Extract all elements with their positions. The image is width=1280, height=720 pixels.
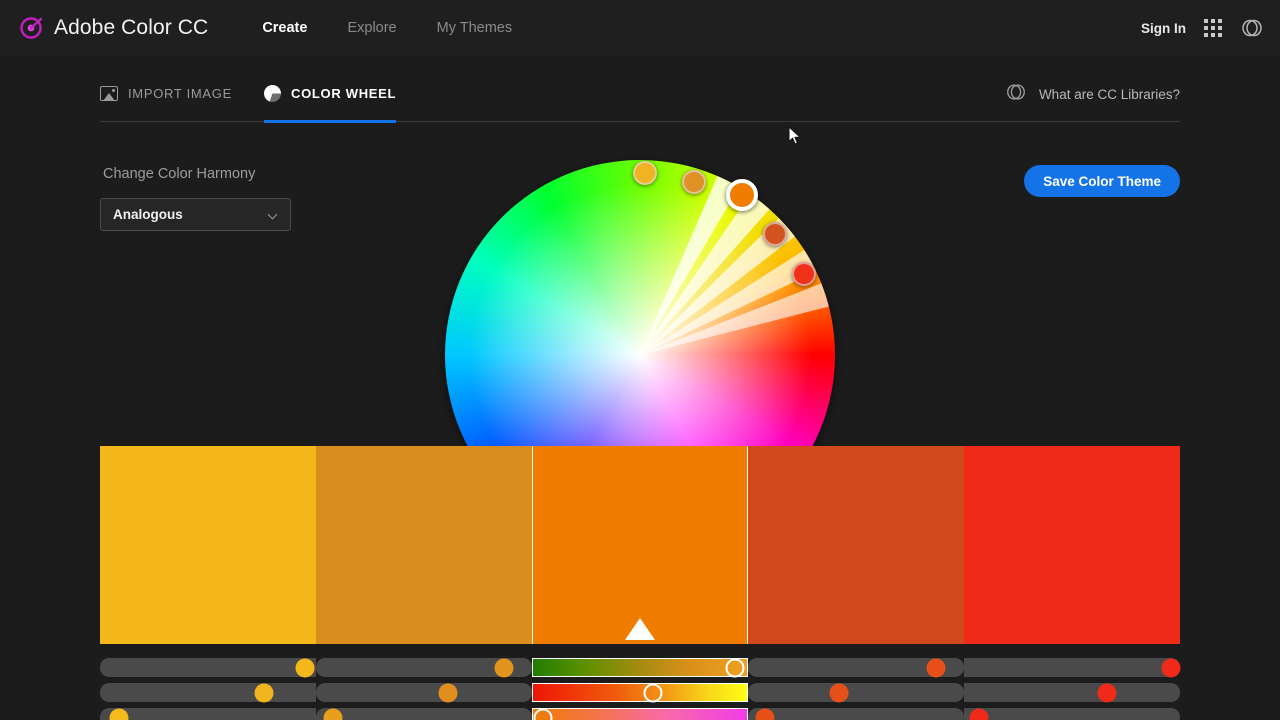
saturation-row-knob-4[interactable] — [829, 683, 849, 702]
brightness-row-knob-1[interactable] — [109, 708, 129, 720]
nav-my-themes[interactable]: My Themes — [436, 20, 513, 36]
harmony-label: Change Color Harmony — [103, 166, 256, 182]
pie-chart-icon — [264, 85, 281, 102]
brightness-row-cell-5[interactable] — [964, 708, 1180, 720]
hue-row-track-5[interactable] — [964, 658, 1180, 677]
swatch-5[interactable] — [964, 446, 1180, 644]
harmony-select[interactable]: Analogous — [100, 198, 291, 231]
marker-3[interactable] — [726, 179, 758, 211]
saturation-row-cell-4[interactable] — [748, 683, 964, 702]
marker-1[interactable] — [633, 161, 657, 185]
harmony-ray-3 — [640, 218, 795, 355]
chevron-down-icon — [267, 209, 278, 220]
marker-4[interactable] — [763, 222, 787, 246]
harmony-ray-5 — [640, 283, 829, 355]
brightness-row-track-5[interactable] — [964, 708, 1180, 720]
hue-row-cell-3[interactable] — [532, 658, 748, 677]
harmony-ray-2 — [640, 194, 770, 355]
saturation-row-track-2[interactable] — [316, 683, 532, 702]
saturation-row-track-4[interactable] — [748, 683, 964, 702]
harmony-rays — [640, 176, 829, 355]
saturation-row-track-1[interactable] — [100, 683, 316, 702]
hue-row-knob-3[interactable] — [725, 658, 745, 677]
hue-row-cell-4[interactable] — [748, 658, 964, 677]
brand-title: Adobe Color CC — [54, 16, 209, 39]
brightness-row-knob-5[interactable] — [969, 708, 989, 720]
hue-row-track-3[interactable] — [532, 658, 748, 677]
brightness-row-track-3[interactable] — [532, 708, 748, 720]
saturation-row-track-3[interactable] — [532, 683, 748, 702]
tab-import-image-label: IMPORT IMAGE — [128, 86, 232, 101]
brightness-row-track-2[interactable] — [316, 708, 532, 720]
brightness-row-knob-3[interactable] — [533, 708, 553, 720]
swatch-2[interactable] — [316, 446, 532, 644]
cc-libraries-link[interactable]: What are CC Libraries? — [1005, 66, 1180, 122]
color-slider-grid — [100, 658, 1181, 720]
adobe-color-logo-icon — [18, 15, 44, 41]
save-color-theme-button[interactable]: Save Color Theme — [1024, 165, 1180, 197]
brightness-row — [100, 708, 1180, 720]
tab-color-wheel[interactable]: COLOR WHEEL — [264, 66, 397, 123]
brand[interactable]: Adobe Color CC — [18, 15, 208, 41]
hue-row-cell-1[interactable] — [100, 658, 316, 677]
saturation-row-knob-1[interactable] — [254, 683, 274, 702]
saturation-row-cell-2[interactable] — [316, 683, 532, 702]
harmony-ray-4 — [640, 249, 817, 355]
color-swatch-strip — [100, 446, 1180, 644]
apps-grid-icon[interactable] — [1204, 19, 1222, 37]
hue-row-track-4[interactable] — [748, 658, 964, 677]
sign-in-button[interactable]: Sign In — [1141, 20, 1186, 36]
brightness-row-knob-2[interactable] — [323, 708, 343, 720]
brightness-row-cell-1[interactable] — [100, 708, 316, 720]
hue-row-track-1[interactable] — [100, 658, 316, 677]
hue-row-knob-1[interactable] — [295, 658, 315, 677]
brightness-row-cell-4[interactable] — [748, 708, 964, 720]
brightness-row-track-1[interactable] — [100, 708, 316, 720]
brightness-row-track-4[interactable] — [748, 708, 964, 720]
saturation-row-cell-1[interactable] — [100, 683, 316, 702]
top-nav-items: Create Explore My Themes — [262, 20, 512, 36]
brightness-row-cell-3[interactable] — [532, 708, 748, 720]
hue-row-cell-5[interactable] — [964, 658, 1181, 677]
saturation-row-knob-2[interactable] — [438, 683, 458, 702]
hue-row-cell-2[interactable] — [316, 658, 532, 677]
mouse-pointer-icon — [788, 125, 802, 146]
creative-cloud-icon — [1005, 81, 1027, 108]
marker-2[interactable] — [682, 170, 706, 194]
swatch-4[interactable] — [748, 446, 964, 644]
swatch-3[interactable] — [532, 446, 748, 644]
swatch-1[interactable] — [100, 446, 316, 644]
hue-row — [100, 658, 1181, 677]
hue-row-track-2[interactable] — [316, 658, 532, 677]
hue-row-knob-2[interactable] — [494, 658, 514, 677]
top-navigation-bar: Adobe Color CC Create Explore My Themes … — [0, 0, 1280, 56]
top-right-actions: Sign In — [1141, 0, 1264, 56]
saturation-row-knob-5[interactable] — [1097, 683, 1117, 702]
marker-5[interactable] — [792, 262, 816, 286]
brightness-row-knob-4[interactable] — [755, 708, 775, 720]
cc-libraries-label: What are CC Libraries? — [1038, 86, 1180, 102]
nav-explore[interactable]: Explore — [347, 20, 397, 36]
base-color-triangle-icon — [625, 618, 655, 640]
tab-color-wheel-label: COLOR WHEEL — [291, 86, 397, 101]
hue-row-knob-4[interactable] — [926, 658, 946, 677]
tab-import-image[interactable]: IMPORT IMAGE — [100, 66, 232, 122]
harmony-selected-value: Analogous — [113, 207, 183, 222]
mode-tab-bar: IMPORT IMAGE COLOR WHEEL What are CC Lib… — [100, 66, 1180, 123]
saturation-row — [100, 683, 1180, 702]
image-icon — [100, 86, 118, 101]
brightness-row-cell-2[interactable] — [316, 708, 532, 720]
saturation-row-track-5[interactable] — [964, 683, 1180, 702]
saturation-row-knob-3[interactable] — [643, 683, 663, 702]
saturation-row-cell-5[interactable] — [964, 683, 1180, 702]
hue-row-knob-5[interactable] — [1161, 658, 1181, 677]
saturation-row-cell-3[interactable] — [532, 683, 748, 702]
nav-create[interactable]: Create — [262, 20, 308, 36]
harmony-ray-1 — [640, 176, 740, 355]
creative-cloud-icon[interactable] — [1240, 16, 1264, 40]
